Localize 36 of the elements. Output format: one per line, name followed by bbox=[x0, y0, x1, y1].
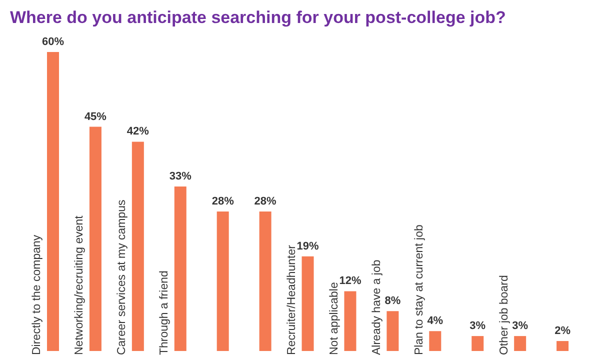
data-label: 19% bbox=[296, 240, 319, 252]
bar bbox=[386, 311, 399, 351]
x-tick-label: Not applicable bbox=[328, 282, 340, 355]
x-tick-label: Plan to stay at current job bbox=[413, 224, 426, 355]
data-label: 42% bbox=[126, 126, 150, 138]
data-label: 12% bbox=[339, 275, 362, 288]
bar bbox=[429, 331, 442, 351]
x-tick-label: Career services at my campus bbox=[116, 199, 128, 355]
data-label: 28% bbox=[254, 195, 277, 208]
bar bbox=[89, 126, 102, 351]
data-label: 8% bbox=[384, 295, 401, 308]
x-tick-label: Recruiter/Headhunter bbox=[286, 244, 298, 355]
bar bbox=[556, 341, 569, 351]
bar bbox=[132, 142, 144, 351]
data-label: 3% bbox=[470, 320, 486, 332]
data-label: 28% bbox=[212, 195, 234, 208]
bar bbox=[302, 256, 314, 351]
bar bbox=[472, 336, 484, 351]
data-label: 33% bbox=[169, 170, 192, 183]
x-tick-label: Directly to the company bbox=[31, 234, 44, 355]
bar bbox=[259, 211, 272, 351]
data-label: 3% bbox=[512, 320, 528, 332]
data-label: 60% bbox=[42, 36, 64, 48]
bar bbox=[514, 336, 526, 351]
chart-title: Where do you anticipate searching for your post-college job? bbox=[10, 8, 507, 29]
bar bbox=[216, 211, 229, 351]
x-tick-label: Other job board bbox=[498, 275, 510, 355]
bar bbox=[344, 291, 356, 351]
data-label: 4% bbox=[427, 315, 444, 328]
data-label: 2% bbox=[554, 325, 571, 338]
x-tick-label: Already have a job bbox=[370, 260, 383, 355]
bar bbox=[47, 52, 59, 351]
x-tick-label: Networking/recruiting event bbox=[74, 214, 86, 355]
x-tick-label: Through a friend bbox=[158, 270, 171, 355]
bar bbox=[174, 186, 186, 351]
data-label: 45% bbox=[84, 110, 107, 123]
